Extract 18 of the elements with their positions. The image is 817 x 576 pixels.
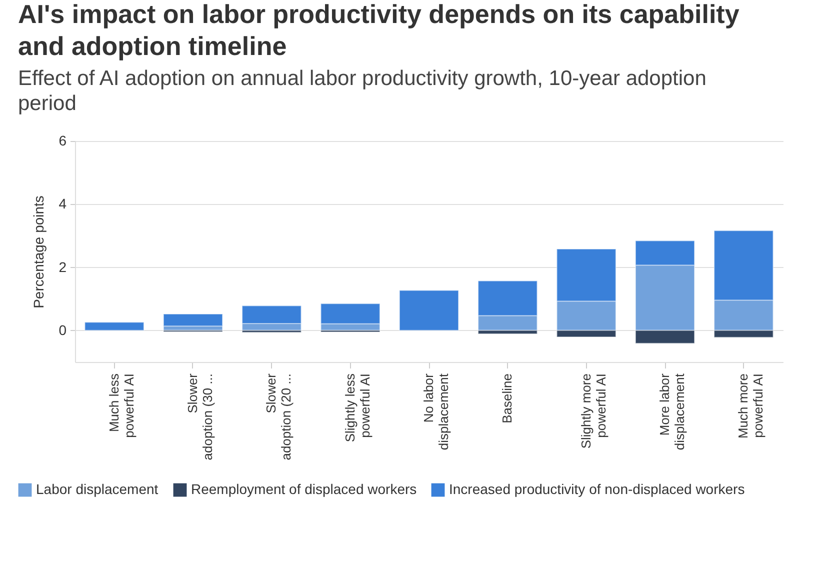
chart-subtitle: Effect of AI adoption on annual labor productivity growth, 10-year adoption period: [18, 67, 706, 115]
chart-title: AI's impact on labor productivity depends on its capability and adoption timeline: [18, 0, 740, 61]
y-tick-label: 2: [58, 258, 67, 275]
bar: [163, 314, 223, 327]
y-axis-title: Percentage points: [30, 196, 47, 308]
legend-label: Labor displacement: [36, 481, 158, 497]
x-tick-label: Much less powerful AI: [106, 373, 136, 438]
legend-label: Reemployment of displaced workers: [191, 481, 417, 497]
x-tick-label: Slower adoption (30 ...: [185, 372, 215, 460]
x-tick-label: Slower adoption (20 ...: [264, 372, 294, 460]
y-tick-label: 6: [58, 132, 67, 148]
x-tick-label: Slightly more powerful AI: [578, 374, 608, 449]
y-tick-label: 4: [58, 196, 67, 212]
bar: [84, 322, 144, 331]
legend-label: Increased productivity of non-displaced workers: [449, 481, 745, 497]
x-tick-label: Baseline: [500, 374, 515, 424]
y-tick-label: 0: [58, 322, 67, 338]
bar: [399, 290, 459, 331]
